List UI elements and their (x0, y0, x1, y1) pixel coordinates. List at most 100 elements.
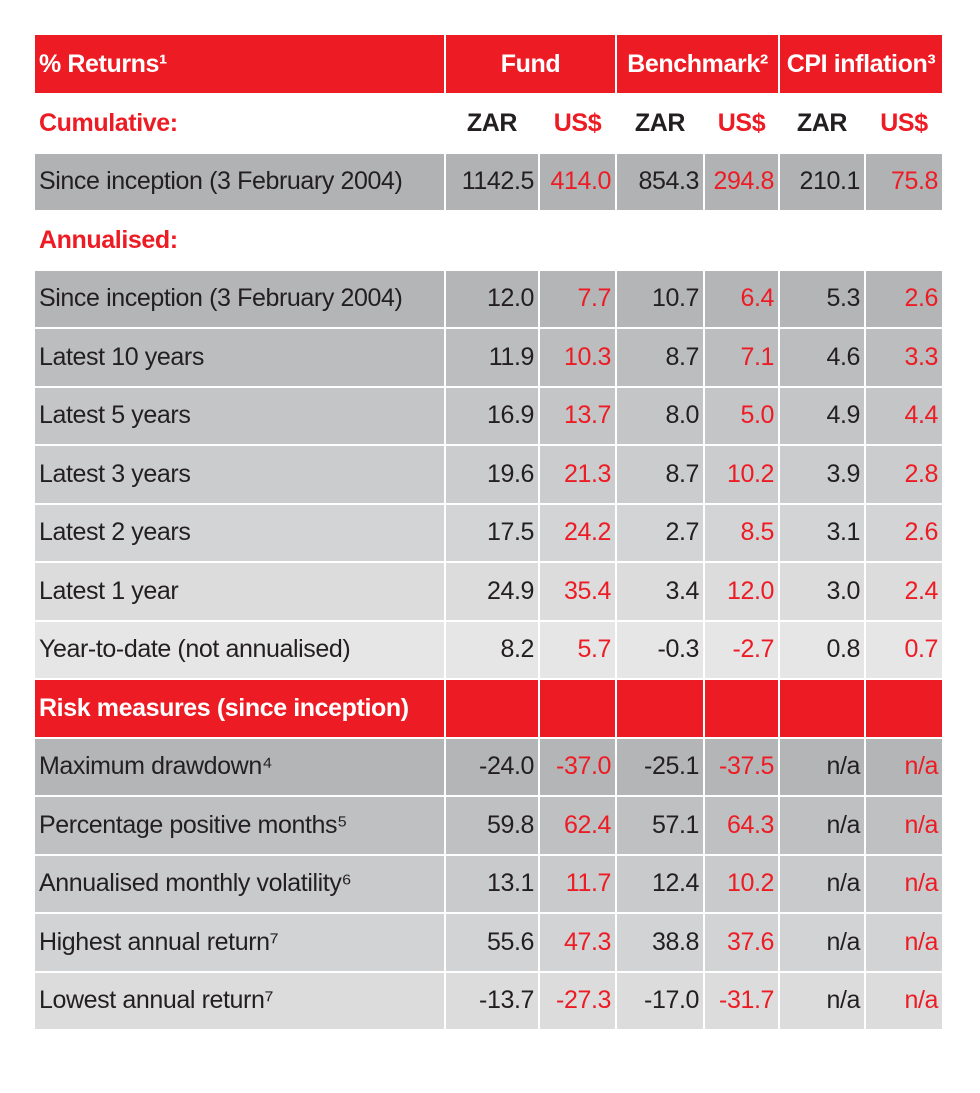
value-cell: n/a (780, 914, 866, 973)
blank-cell (705, 680, 780, 739)
blank-cell (780, 212, 866, 271)
value-cell: 10.2 (705, 446, 780, 505)
value-cell: n/a (866, 972, 944, 1031)
value-cell: 24.9 (446, 563, 540, 622)
value-cell: 2.6 (866, 270, 944, 329)
value-cell: 24.2 (540, 504, 617, 563)
currency-header: US$ (705, 95, 780, 154)
value-cell: 0.8 (780, 621, 866, 680)
row-label: Lowest annual return⁷ (35, 972, 446, 1031)
value-cell: -13.7 (446, 972, 540, 1031)
value-cell: 37.6 (705, 914, 780, 973)
row-label: Latest 5 years (35, 387, 446, 446)
value-cell: -0.3 (617, 621, 705, 680)
value-cell: 4.4 (866, 387, 944, 446)
value-cell: -2.7 (705, 621, 780, 680)
blank-cell (446, 680, 540, 739)
group-header: CPI inflation³ (780, 35, 944, 95)
value-cell: -25.1 (617, 738, 705, 797)
value-cell: 854.3 (617, 153, 705, 212)
value-cell: 5.3 (780, 270, 866, 329)
value-cell: -27.3 (540, 972, 617, 1031)
value-cell: 16.9 (446, 387, 540, 446)
blank-cell (617, 680, 705, 739)
value-cell: 3.0 (780, 563, 866, 622)
value-cell: 5.0 (705, 387, 780, 446)
value-cell: 13.1 (446, 855, 540, 914)
value-cell: n/a (866, 797, 944, 856)
value-cell: 4.9 (780, 387, 866, 446)
row-label: Maximum drawdown⁴ (35, 738, 446, 797)
row-label: Latest 10 years (35, 329, 446, 388)
value-cell: 6.4 (705, 270, 780, 329)
blank-cell (866, 680, 944, 739)
value-cell: 64.3 (705, 797, 780, 856)
value-cell: 10.3 (540, 329, 617, 388)
row-label: Since inception (3 February 2004) (35, 153, 446, 212)
value-cell: n/a (780, 972, 866, 1031)
value-cell: 2.6 (866, 504, 944, 563)
value-cell: 8.7 (617, 329, 705, 388)
value-cell: 3.9 (780, 446, 866, 505)
currency-header: US$ (540, 95, 617, 154)
value-cell: 17.5 (446, 504, 540, 563)
section-title: Risk measures (since inception) (35, 680, 446, 739)
blank-cell (705, 212, 780, 271)
blank-cell (540, 680, 617, 739)
blank-cell (617, 212, 705, 271)
section-title: Cumulative: (35, 95, 446, 154)
value-cell: 8.0 (617, 387, 705, 446)
blank-cell (446, 212, 540, 271)
value-cell: n/a (866, 914, 944, 973)
value-cell: 12.0 (705, 563, 780, 622)
value-cell: n/a (780, 797, 866, 856)
value-cell: 12.4 (617, 855, 705, 914)
value-cell: 5.7 (540, 621, 617, 680)
blank-cell (780, 680, 866, 739)
value-cell: 11.9 (446, 329, 540, 388)
value-cell: -17.0 (617, 972, 705, 1031)
row-label: Annualised monthly volatility⁶ (35, 855, 446, 914)
value-cell: 2.7 (617, 504, 705, 563)
value-cell: 75.8 (866, 153, 944, 212)
row-label: Latest 2 years (35, 504, 446, 563)
value-cell: 11.7 (540, 855, 617, 914)
value-cell: 21.3 (540, 446, 617, 505)
blank-cell (866, 212, 944, 271)
value-cell: 8.5 (705, 504, 780, 563)
row-label: Highest annual return⁷ (35, 914, 446, 973)
value-cell: 35.4 (540, 563, 617, 622)
value-cell: 10.2 (705, 855, 780, 914)
row-label: Latest 1 year (35, 563, 446, 622)
header-title: % Returns¹ (35, 35, 446, 95)
value-cell: 10.7 (617, 270, 705, 329)
value-cell: 38.8 (617, 914, 705, 973)
currency-header: ZAR (780, 95, 866, 154)
value-cell: n/a (780, 738, 866, 797)
value-cell: 1142.5 (446, 153, 540, 212)
value-cell: 3.1 (780, 504, 866, 563)
currency-header: ZAR (617, 95, 705, 154)
row-label: Since inception (3 February 2004) (35, 270, 446, 329)
value-cell: 59.8 (446, 797, 540, 856)
value-cell: 55.6 (446, 914, 540, 973)
value-cell: -37.0 (540, 738, 617, 797)
value-cell: 12.0 (446, 270, 540, 329)
value-cell: 62.4 (540, 797, 617, 856)
value-cell: -24.0 (446, 738, 540, 797)
group-header: Fund (446, 35, 617, 95)
value-cell: n/a (866, 738, 944, 797)
value-cell: n/a (780, 855, 866, 914)
value-cell: 7.7 (540, 270, 617, 329)
value-cell: -31.7 (705, 972, 780, 1031)
value-cell: 3.4 (617, 563, 705, 622)
value-cell: 8.2 (446, 621, 540, 680)
blank-cell (540, 212, 617, 271)
currency-header: ZAR (446, 95, 540, 154)
row-label: Percentage positive months⁵ (35, 797, 446, 856)
row-label: Latest 3 years (35, 446, 446, 505)
value-cell: 3.3 (866, 329, 944, 388)
value-cell: 210.1 (780, 153, 866, 212)
row-label: Year-to-date (not annualised) (35, 621, 446, 680)
